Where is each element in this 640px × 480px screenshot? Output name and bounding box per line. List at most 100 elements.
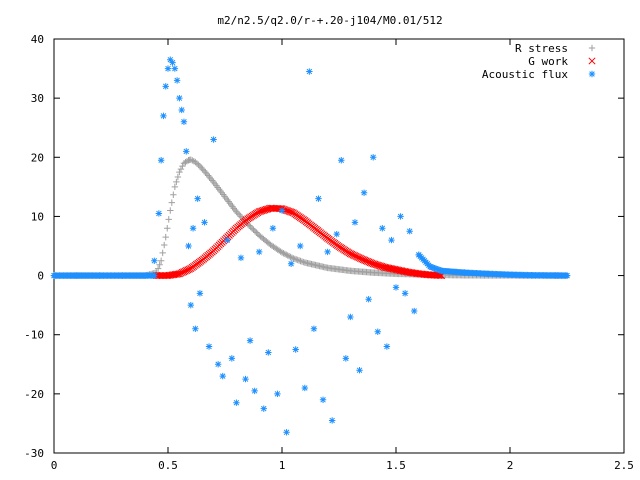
data-point — [242, 375, 249, 383]
data-point — [396, 266, 404, 275]
x-tick-label: 2.5 — [614, 459, 634, 472]
data-point — [250, 226, 257, 233]
data-point — [189, 225, 197, 232]
data-point — [164, 65, 172, 72]
data-point — [237, 254, 245, 262]
data-point — [193, 160, 201, 167]
data-point — [234, 210, 242, 217]
data-point — [274, 390, 281, 398]
data-point — [293, 256, 300, 263]
data-point — [157, 157, 165, 164]
legend-label: G work — [528, 55, 568, 68]
y-tick-label: 0 — [37, 270, 44, 283]
series-acoustic-flux — [50, 56, 571, 436]
x-tick-label: 0.5 — [158, 459, 178, 472]
data-point — [177, 165, 185, 173]
data-point — [432, 265, 440, 272]
legend-label: Acoustic flux — [482, 68, 568, 81]
series-r-stress — [50, 156, 571, 279]
data-point — [306, 68, 313, 75]
x-tick-label: 1 — [279, 459, 286, 472]
data-point — [50, 272, 58, 279]
data-point — [388, 265, 396, 273]
data-point — [278, 249, 286, 256]
data-point — [431, 265, 438, 272]
data-point — [283, 429, 290, 436]
data-point — [160, 112, 167, 120]
legend-marker — [588, 57, 596, 65]
data-point — [233, 208, 240, 215]
data-point — [290, 255, 297, 262]
data-point — [398, 267, 406, 275]
data-point — [247, 223, 254, 231]
data-point — [199, 166, 206, 173]
y-tick-label: 30 — [31, 92, 44, 105]
data-point — [427, 263, 434, 270]
data-point — [300, 258, 307, 266]
legend-marker — [588, 70, 596, 78]
data-point — [161, 241, 168, 249]
data-point — [347, 313, 354, 321]
data-point — [395, 266, 403, 274]
data-point — [194, 195, 201, 202]
data-point — [210, 136, 217, 143]
data-point — [402, 268, 410, 276]
data-point — [365, 296, 372, 303]
data-point — [187, 301, 194, 309]
data-point — [328, 417, 336, 424]
data-point — [374, 328, 381, 335]
data-point — [324, 248, 331, 256]
series-g-work — [153, 204, 446, 280]
data-point — [151, 257, 158, 264]
data-point — [183, 158, 191, 165]
data-point — [200, 167, 208, 174]
data-point — [338, 157, 345, 164]
data-point — [198, 164, 205, 171]
data-point — [180, 118, 188, 125]
x-tick-label: 0 — [51, 459, 58, 472]
y-tick-label: -20 — [24, 388, 44, 401]
data-point — [224, 236, 231, 244]
data-point — [260, 405, 267, 412]
data-point — [196, 290, 204, 297]
x-tick-label: 1.5 — [386, 459, 406, 472]
data-point — [172, 270, 181, 278]
data-point — [205, 343, 213, 350]
plot-frame — [53, 38, 625, 454]
data-point — [370, 154, 377, 161]
data-point — [246, 337, 254, 344]
data-point — [391, 265, 399, 273]
data-point — [356, 367, 363, 374]
data-point — [170, 191, 177, 198]
data-point — [333, 230, 340, 238]
data-point — [169, 59, 176, 66]
data-point — [164, 225, 171, 232]
data-point — [383, 264, 392, 272]
data-point — [167, 207, 174, 214]
data-point — [173, 77, 181, 84]
data-point — [400, 267, 409, 275]
data-point — [383, 343, 391, 350]
data-point — [298, 258, 306, 265]
data-point — [351, 219, 359, 226]
data-point — [178, 106, 185, 114]
data-point — [301, 384, 308, 392]
data-point — [174, 173, 182, 181]
y-tick-label: 10 — [31, 210, 44, 223]
data-point — [219, 372, 226, 380]
data-point — [171, 65, 179, 72]
data-point — [168, 199, 175, 206]
data-point — [434, 266, 441, 273]
data-point — [319, 396, 327, 403]
data-point — [179, 162, 186, 170]
data-point — [389, 265, 397, 273]
data-point — [159, 249, 166, 257]
data-point — [385, 264, 393, 272]
data-point — [287, 253, 294, 261]
data-point — [251, 227, 259, 235]
data-point — [280, 250, 287, 257]
data-point — [173, 178, 180, 186]
data-point — [256, 248, 263, 256]
